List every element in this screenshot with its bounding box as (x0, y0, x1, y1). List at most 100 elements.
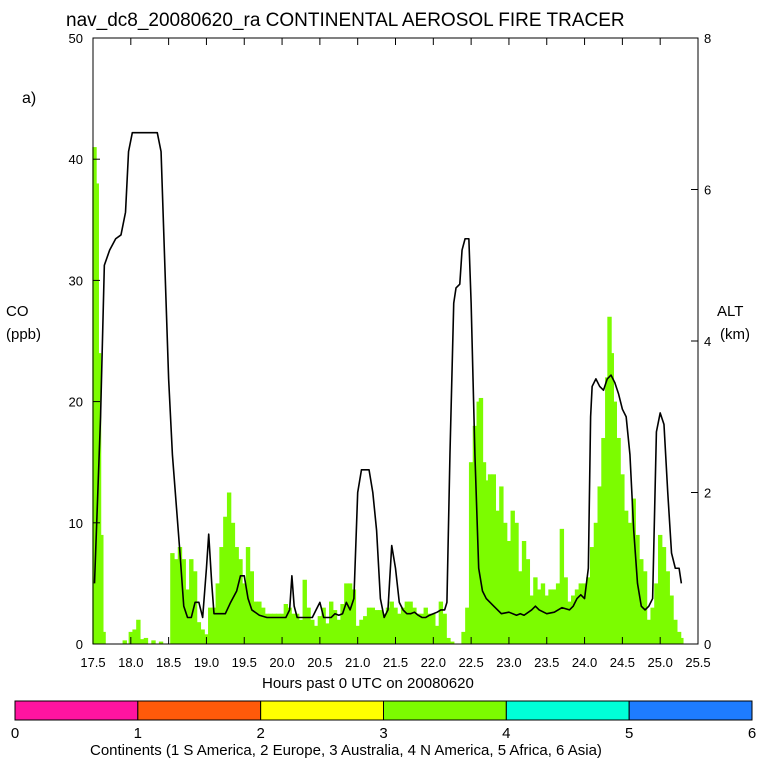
colorbar-swatch-2 (137, 700, 262, 721)
co-bar-34 (242, 583, 247, 644)
co-bar-148 (669, 595, 674, 644)
co-bar-84 (431, 613, 436, 644)
co-bar-149 (673, 619, 678, 644)
co-bar-26 (211, 607, 217, 644)
y-axis-right-unit: (km) (720, 326, 750, 343)
colorbar-swatch-1 (14, 700, 139, 721)
co-bar-12 (143, 637, 149, 644)
co-bar-85 (434, 625, 440, 644)
co-bar-60 (340, 604, 345, 644)
co-bar-4 (101, 631, 106, 644)
co-bar-123 (578, 583, 583, 644)
co-bar-89 (450, 641, 455, 644)
co-bar-71 (381, 613, 387, 644)
x-tick-label-22.0: 22.0 (421, 655, 446, 670)
co-bar-104 (506, 540, 512, 644)
co-bar-129 (601, 437, 606, 644)
co-bar-33 (238, 559, 243, 644)
co-bar-73 (389, 601, 394, 644)
co-bar-16 (174, 559, 179, 644)
co-bar-111 (533, 577, 538, 644)
colorbar-tick-3: 3 (379, 725, 387, 742)
co-bar-80 (416, 613, 421, 644)
y-axis-left-unit: (ppb) (6, 326, 42, 343)
co-bar-56 (325, 623, 330, 644)
co-bar-86 (438, 601, 444, 644)
co-bar-30 (226, 492, 232, 644)
co-bar-82 (423, 607, 428, 644)
co-bar-133 (612, 401, 617, 644)
co-bar-21 (192, 571, 198, 644)
co-bar-39 (260, 607, 266, 644)
co-bar-52 (310, 619, 315, 644)
co-bar-68 (370, 607, 375, 644)
co-bar-114 (544, 595, 549, 644)
co-bar-130 (605, 377, 610, 644)
co-bar-92 (465, 607, 470, 644)
co-bar-45 (283, 604, 289, 644)
co-bar-44 (279, 613, 285, 644)
co-bar-49 (298, 619, 304, 644)
co-bar-147 (665, 571, 670, 644)
co-bar-55 (321, 607, 326, 644)
x-axis-label: Hours past 0 UTC on 20080620 (262, 675, 474, 692)
y-left-tick-label-20: 20 (69, 395, 83, 410)
co-bar-93 (468, 462, 474, 644)
co-bar-107 (518, 571, 523, 644)
co-bar-139 (635, 534, 640, 644)
co-bar-146 (661, 547, 667, 644)
co-bar-94 (472, 425, 478, 644)
co-bar-78 (408, 601, 413, 644)
co-bar-25 (208, 607, 213, 644)
co-bar-131 (607, 316, 612, 644)
co-bar-57 (329, 601, 334, 644)
co-bar-9 (132, 629, 137, 644)
co-bar-142 (646, 619, 652, 644)
co-bar-51 (306, 607, 311, 644)
co-bar-11 (139, 639, 145, 644)
x-tick-label-22.5: 22.5 (458, 655, 483, 670)
x-tick-label-19.0: 19.0 (194, 655, 219, 670)
co-bar-70 (378, 610, 383, 644)
colorbar-swatch-4 (383, 700, 507, 721)
colorbar: 0 1 2 3 4 5 6 (11, 700, 756, 742)
co-bar-137 (627, 522, 633, 644)
x-tick-label-17.5: 17.5 (80, 655, 105, 670)
colorbar-tick-6: 6 (748, 725, 756, 742)
co-bar-2 (96, 353, 102, 644)
colorbar-swatch-5 (505, 700, 630, 721)
y-axis-left-label: CO (6, 303, 29, 320)
co-bar-50 (302, 579, 307, 644)
line-layer (93, 131, 683, 619)
y-axis-right-label: ALT (717, 303, 744, 320)
x-tick-label-20.5: 20.5 (307, 655, 332, 670)
co-bar-46 (287, 607, 292, 644)
co-bar-29 (223, 516, 228, 644)
co-bar-63 (351, 589, 357, 644)
x-tick-label-21.5: 21.5 (383, 655, 408, 670)
x-tick-label-23.0: 23.0 (496, 655, 521, 670)
x-tick-label-18.0: 18.0 (118, 655, 143, 670)
co-bar-143 (650, 607, 655, 644)
colorbar-label: Continents (1 S America, 2 Europe, 3 Aus… (90, 742, 602, 759)
co-bar-79 (412, 607, 417, 644)
co-bar-125 (586, 577, 591, 644)
co-bar-126 (589, 547, 595, 644)
co-bar-150 (676, 631, 682, 644)
x-tick-label-24.5: 24.5 (610, 655, 635, 670)
co-bar-134 (616, 437, 621, 644)
colorbar-tick-4: 4 (502, 725, 510, 742)
co-bar-116 (552, 589, 557, 644)
co-bar-59 (336, 619, 341, 644)
x-tick-label-18.5: 18.5 (156, 655, 181, 670)
co-bar-112 (537, 589, 542, 644)
co-bar-1 (94, 183, 99, 644)
co-bar-48 (295, 613, 300, 644)
co-bar-141 (642, 571, 648, 644)
ticks-layer: 17.5 18.0 18.5 19.0 19.5 20.0 20.5 21.0 21.5 22.0… (69, 31, 712, 670)
co-bar-119 (563, 577, 568, 644)
co-bar-14 (158, 641, 164, 644)
y-left-tick-label-10: 10 (69, 516, 83, 531)
co-bar-28 (219, 547, 224, 644)
co-bar-109 (525, 559, 531, 644)
